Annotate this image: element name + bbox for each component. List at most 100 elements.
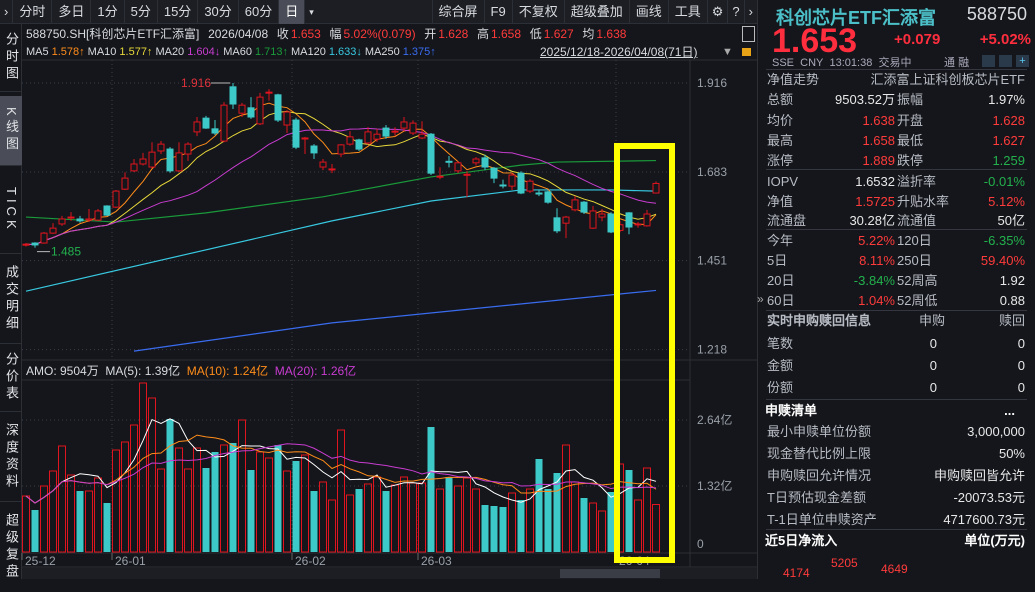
candle-up <box>454 162 462 172</box>
creation-redeem-value: 0 <box>1017 336 1025 351</box>
basket-label: T日预估现金差额 <box>767 490 866 505</box>
creation-col-redeem: 赎回 <box>998 313 1025 328</box>
view-sidebar: 分时图 K线图 TICK 成交明细 分价表 深度资料 超级复盘 <box>0 24 22 581</box>
candle-up <box>346 136 354 145</box>
kline-chart[interactable]: 1.916 1.683 1.451 1.218 2.64亿 1.32亿 0 25-12 26-0… <box>0 0 757 579</box>
sidebar-item-price-table[interactable]: 分价表 <box>0 344 22 412</box>
nav-trend-label[interactable]: 净值走势 <box>767 72 820 87</box>
basket-title: 申赎清单 <box>765 403 818 418</box>
chevron-right-icon[interactable]: › <box>748 3 753 19</box>
sidebar-item-trade-detail[interactable]: 成交明细 <box>0 254 22 344</box>
quote-row: 最高 1.658 最低 1.627 <box>767 131 1025 151</box>
tab-period-daily[interactable]: 日 <box>279 0 306 24</box>
candle-down <box>103 205 111 216</box>
edit-icon[interactable] <box>982 55 995 67</box>
collapse-panel-icon[interactable]: » <box>757 292 764 306</box>
more-button[interactable]: ... <box>1004 403 1015 418</box>
candle-down <box>31 242 39 246</box>
volume-bar-up <box>328 499 336 553</box>
candle-down <box>625 212 633 228</box>
quote-name: 科创芯片ETF汇添富 <box>776 8 936 28</box>
quote-value: 1.259 <box>992 153 1025 168</box>
volume-bar-down <box>427 427 435 552</box>
tab-period-60min[interactable]: 60分 <box>239 0 280 24</box>
quote-label: 最低 <box>897 133 924 148</box>
add-icon[interactable]: + <box>1016 55 1029 67</box>
lock-icon[interactable] <box>742 48 751 56</box>
quote-label: 开盘 <box>897 113 924 128</box>
volume-bar-up <box>346 494 354 553</box>
quote-code: 588750 <box>966 4 1027 24</box>
volume-bar-up <box>220 444 228 553</box>
candle-down <box>580 201 588 213</box>
chevron-right-icon[interactable]: › <box>0 0 14 24</box>
quote-value: 8.11% <box>859 253 895 268</box>
draw-line-button[interactable]: 画线 <box>630 0 669 24</box>
bell-icon[interactable] <box>999 55 1012 67</box>
quote-value: 1.628 <box>992 113 1025 128</box>
dropdown-triangle-icon[interactable]: ▼ <box>722 46 733 58</box>
volume-bar-up <box>130 424 138 553</box>
basket-value: -20073.53元 <box>953 490 1025 505</box>
quote-label: 今年 <box>767 233 794 248</box>
tab-period-5min[interactable]: 5分 <box>125 0 158 24</box>
tab-period-1min[interactable]: 1分 <box>91 0 125 24</box>
candle-down <box>481 157 489 168</box>
volume-bar-up <box>418 482 426 553</box>
volume-bar-up <box>454 485 462 553</box>
quote-row: 均价 1.638 开盘 1.628 <box>767 111 1025 131</box>
sidebar-item-super-review[interactable]: 超级复盘 <box>4 513 19 581</box>
volume-bar-up <box>121 441 129 553</box>
calculator-icon[interactable] <box>742 26 755 42</box>
candle-up <box>391 130 399 133</box>
quote-label: 均价 <box>767 113 794 128</box>
tab-period-30min[interactable]: 30分 <box>198 0 239 24</box>
vol-ma10-value: MA(10): 1.24亿 <box>186 364 269 378</box>
ma5-line <box>25 102 657 246</box>
sidebar-item-tick[interactable]: TICK <box>0 166 22 254</box>
time-tick-label: 26-03 <box>421 554 452 568</box>
creation-row: 份额 0 0 <box>767 378 1025 398</box>
sidebar-item-intraday[interactable]: 分时图 <box>0 24 22 92</box>
sidebar-item-kline[interactable]: K线图 <box>0 96 22 166</box>
quote-value: 30.28亿 <box>849 213 895 228</box>
candle-up <box>562 216 570 224</box>
ma-label: MA5 <box>26 46 49 58</box>
nav-trend-row[interactable]: 净值走势 汇添富上证科创板芯片ETF <box>767 70 1025 90</box>
candle-down <box>292 119 300 148</box>
candle-down <box>310 145 318 154</box>
creation-label: 金额 <box>767 358 794 373</box>
candle-up <box>58 218 66 225</box>
basket-label: 现金替代比例上限 <box>767 446 872 461</box>
quote-change: +0.079 <box>894 31 941 48</box>
vol-ma5-value: MA(5): 1.39亿 <box>105 364 181 378</box>
tab-period-intraday[interactable]: 分时 <box>13 0 53 24</box>
sidebar-item-depth-data[interactable]: 深度资料 <box>0 412 22 502</box>
composite-screen-button[interactable]: 综合屏 <box>431 0 485 24</box>
f9-button[interactable]: F9 <box>485 0 513 24</box>
dropdown-icon[interactable]: ▾ <box>309 6 314 17</box>
high-value: 1.658 <box>490 27 522 41</box>
netflow-unit: 单位(万元) <box>964 533 1025 548</box>
date-range[interactable]: 2025/12/18-2026/04/08(71日) <box>540 45 698 59</box>
volume-bar-up <box>364 483 372 553</box>
change-value: 5.02%(0.079) <box>343 27 416 41</box>
volume-ma20-line <box>25 443 657 504</box>
tab-period-multiday[interactable]: 多日 <box>52 0 92 24</box>
volume-bar-up <box>472 488 480 553</box>
creation-subscribe-value: 0 <box>929 380 937 395</box>
volume-bar-down <box>535 459 543 552</box>
max-price-label: 1.916 <box>181 76 211 90</box>
symbol: 588750.SH[科创芯片ETF汇添富] <box>26 27 200 41</box>
ma-value: 1.604↓ <box>187 46 221 58</box>
tab-period-15min[interactable]: 15分 <box>158 0 199 24</box>
quote-value: 1.638 <box>862 113 895 128</box>
help-icon[interactable]: ? <box>728 0 745 24</box>
quote-value: 5.22% <box>858 233 895 248</box>
tools-button[interactable]: 工具 <box>669 0 708 24</box>
super-overlay-button[interactable]: 超级叠加 <box>565 0 630 24</box>
ma20-line <box>25 127 657 246</box>
no-adjust-button[interactable]: 不复权 <box>513 0 565 24</box>
quote-label: 振幅 <box>897 92 924 107</box>
gear-icon[interactable]: ⚙ <box>708 0 729 24</box>
